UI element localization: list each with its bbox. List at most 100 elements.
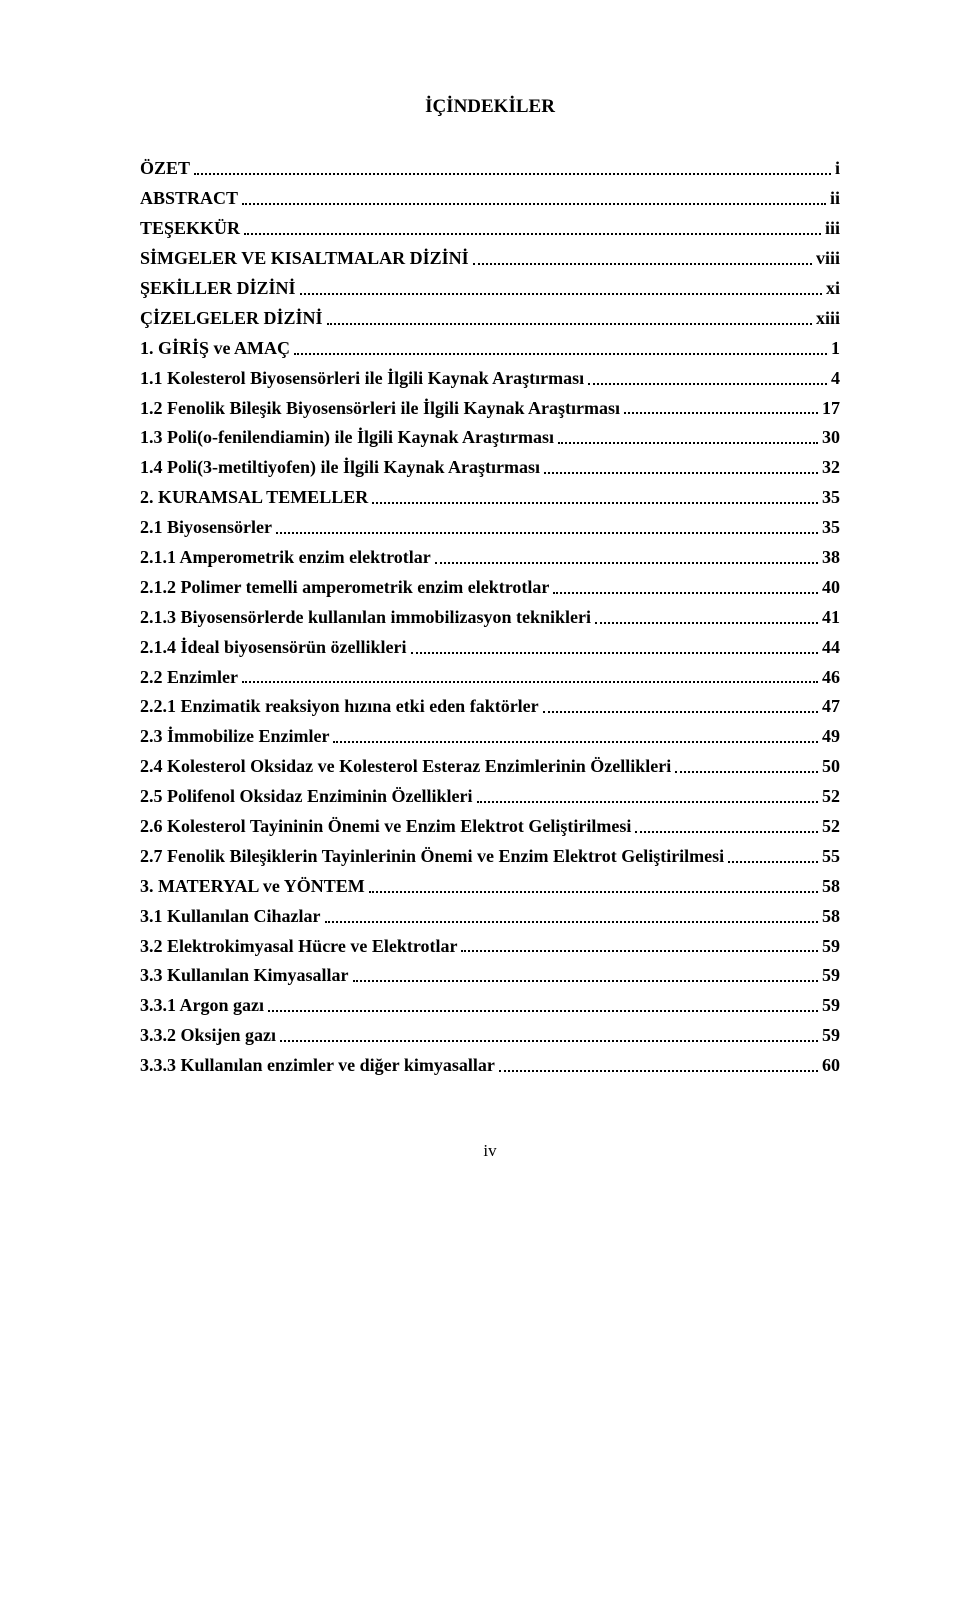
toc-entry-label: 1.4 Poli(3-metiltiyofen) ile İlgili Kayn…: [140, 454, 540, 482]
toc-entry: SİMGELER VE KISALTMALAR DİZİNİ viii: [140, 245, 840, 273]
toc-leader-dots: [325, 921, 818, 923]
toc-entry-label: ABSTRACT: [140, 185, 238, 213]
toc-entry-label: SİMGELER VE KISALTMALAR DİZİNİ: [140, 245, 469, 273]
toc-leader-dots: [280, 1040, 818, 1042]
toc-entry-label: 2.2 Enzimler: [140, 664, 238, 692]
toc-leader-dots: [194, 173, 831, 175]
toc-entry-label: 3.3.2 Oksijen gazı: [140, 1022, 276, 1050]
toc-leader-dots: [242, 681, 818, 683]
toc-entry-page: 59: [822, 992, 840, 1020]
toc-entry: 2.2.1 Enzimatik reaksiyon hızına etki ed…: [140, 693, 840, 721]
toc-leader-dots: [372, 502, 818, 504]
toc-entry-page: 30: [822, 424, 840, 452]
toc-leader-dots: [544, 472, 818, 474]
toc-entry-label: 2.6 Kolesterol Tayininin Önemi ve Enzim …: [140, 813, 631, 841]
toc-entry-label: 2.1 Biyosensörler: [140, 514, 272, 542]
toc-leader-dots: [327, 323, 812, 325]
toc-entry: 2.1.1 Amperometrik enzim elektrotlar38: [140, 544, 840, 572]
toc-leader-dots: [499, 1070, 818, 1072]
toc-entry-label: 2.5 Polifenol Oksidaz Enziminin Özellikl…: [140, 783, 473, 811]
toc-entry-label: 3.3.1 Argon gazı: [140, 992, 264, 1020]
toc-entry-page: 17: [822, 395, 840, 423]
toc-entry-page: iii: [825, 215, 840, 243]
toc-entry: 1.3 Poli(o-fenilendiamin) ile İlgili Kay…: [140, 424, 840, 452]
toc-entry: 3.3.3 Kullanılan enzimler ve diğer kimya…: [140, 1052, 840, 1080]
toc-entry-page: viii: [816, 245, 840, 273]
toc-entry: 2.4 Kolesterol Oksidaz ve Kolesterol Est…: [140, 753, 840, 781]
toc-entry-page: 32: [822, 454, 840, 482]
toc-leader-dots: [543, 711, 818, 713]
toc-entry-label: 2.1.4 İdeal biyosensörün özellikleri: [140, 634, 407, 662]
toc-entry: 3.2 Elektrokimyasal Hücre ve Elektrotlar…: [140, 933, 840, 961]
toc-leader-dots: [244, 233, 821, 235]
toc-entry-page: 58: [822, 903, 840, 931]
toc-leader-dots: [728, 861, 818, 863]
toc-entry: 2.1.4 İdeal biyosensörün özellikleri44: [140, 634, 840, 662]
toc-entry-page: 47: [822, 693, 840, 721]
toc-entry: ÖZETi: [140, 155, 840, 183]
toc-entry: 2.3 İmmobilize Enzimler 49: [140, 723, 840, 751]
toc-entry: 1. GİRİŞ ve AMAÇ 1: [140, 335, 840, 363]
toc-leader-dots: [553, 592, 818, 594]
toc-leader-dots: [588, 383, 827, 385]
toc-entry-page: 50: [822, 753, 840, 781]
toc-entry: 2.7 Fenolik Bileşiklerin Tayinlerinin Ön…: [140, 843, 840, 871]
toc-entry: 1.1 Kolesterol Biyosensörleri ile İlgili…: [140, 365, 840, 393]
toc-entry-page: 35: [822, 514, 840, 542]
toc-entry-label: 3. MATERYAL ve YÖNTEM: [140, 873, 365, 901]
toc-leader-dots: [624, 412, 818, 414]
toc-entry-label: 2.7 Fenolik Bileşiklerin Tayinlerinin Ön…: [140, 843, 724, 871]
toc-entry-page: 59: [822, 1022, 840, 1050]
toc-entry-label: 2.4 Kolesterol Oksidaz ve Kolesterol Est…: [140, 753, 671, 781]
toc-leader-dots: [294, 353, 827, 355]
page-title: İÇİNDEKİLER: [140, 92, 840, 121]
toc-entry-label: 2. KURAMSAL TEMELLER: [140, 484, 368, 512]
toc-entry-page: xi: [826, 275, 840, 303]
toc-entry-label: 1.2 Fenolik Bileşik Biyosensörleri ile İ…: [140, 395, 620, 423]
toc-entry-label: ÖZET: [140, 155, 190, 183]
toc-entry: 3.1 Kullanılan Cihazlar58: [140, 903, 840, 931]
toc-leader-dots: [473, 263, 812, 265]
toc-entry-label: 3.3 Kullanılan Kimyasallar: [140, 962, 349, 990]
toc-leader-dots: [333, 741, 818, 743]
footer-page-number: iv: [140, 1138, 840, 1164]
toc-entry-page: xiii: [816, 305, 840, 333]
toc-leader-dots: [595, 622, 818, 624]
toc-leader-dots: [276, 532, 818, 534]
toc-leader-dots: [369, 891, 818, 893]
toc-entry-page: 49: [822, 723, 840, 751]
toc-entry-page: 40: [822, 574, 840, 602]
toc-entry-label: ŞEKİLLER DİZİNİ: [140, 275, 296, 303]
toc-entry-label: 2.1.2 Polimer temelli amperometrik enzim…: [140, 574, 549, 602]
toc-entry: 1.4 Poli(3-metiltiyofen) ile İlgili Kayn…: [140, 454, 840, 482]
toc-entry: TEŞEKKÜR iii: [140, 215, 840, 243]
toc-entry-label: 3.2 Elektrokimyasal Hücre ve Elektrotlar: [140, 933, 457, 961]
toc-leader-dots: [353, 980, 818, 982]
toc-entry: 1.2 Fenolik Bileşik Biyosensörleri ile İ…: [140, 395, 840, 423]
toc-entry: 3.3 Kullanılan Kimyasallar59: [140, 962, 840, 990]
toc-entry: 2.1 Biyosensörler 35: [140, 514, 840, 542]
toc-entry-page: 4: [831, 365, 840, 393]
toc-list: ÖZETiABSTRACT ii TEŞEKKÜR iii SİMGELER VE KI…: [140, 155, 840, 1080]
toc-leader-dots: [411, 652, 818, 654]
toc-entry: 2.5 Polifenol Oksidaz Enziminin Özellikl…: [140, 783, 840, 811]
toc-entry-page: 59: [822, 933, 840, 961]
toc-entry-label: 1.1 Kolesterol Biyosensörleri ile İlgili…: [140, 365, 584, 393]
toc-entry-page: 1: [831, 335, 840, 363]
toc-entry-label: 1.3 Poli(o-fenilendiamin) ile İlgili Kay…: [140, 424, 554, 452]
toc-entry-page: 41: [822, 604, 840, 632]
toc-leader-dots: [435, 562, 818, 564]
toc-leader-dots: [675, 771, 818, 773]
toc-entry-label: 2.2.1 Enzimatik reaksiyon hızına etki ed…: [140, 693, 539, 721]
toc-entry-page: 55: [822, 843, 840, 871]
toc-entry-label: 2.3 İmmobilize Enzimler: [140, 723, 329, 751]
toc-entry-page: ii: [830, 185, 840, 213]
toc-entry-label: TEŞEKKÜR: [140, 215, 240, 243]
toc-leader-dots: [461, 950, 818, 952]
toc-entry: 2. KURAMSAL TEMELLER35: [140, 484, 840, 512]
toc-entry-label: 1. GİRİŞ ve AMAÇ: [140, 335, 290, 363]
toc-entry: 3.3.1 Argon gazı 59: [140, 992, 840, 1020]
toc-entry-label: 3.3.3 Kullanılan enzimler ve diğer kimya…: [140, 1052, 495, 1080]
toc-entry: ŞEKİLLER DİZİNİ xi: [140, 275, 840, 303]
toc-leader-dots: [242, 203, 826, 205]
